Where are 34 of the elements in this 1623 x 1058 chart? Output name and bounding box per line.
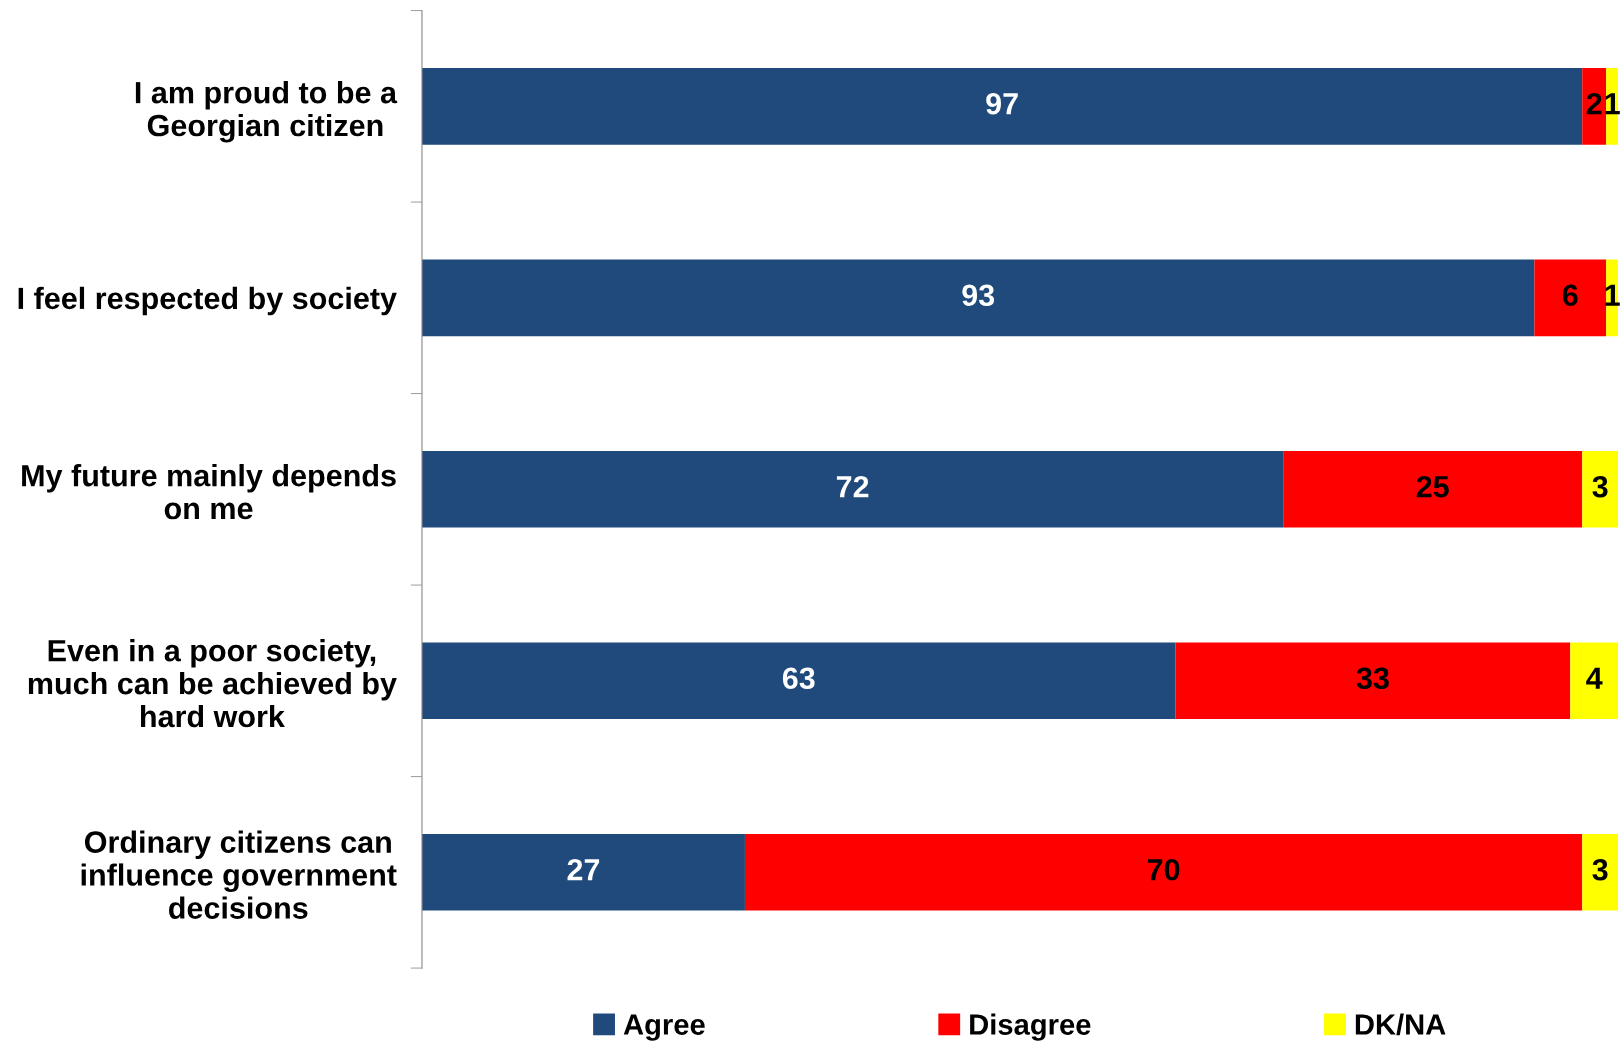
bar bbox=[1582, 451, 1619, 528]
bar bbox=[421, 259, 1535, 337]
data-label: 97 bbox=[986, 92, 1018, 115]
data-label: 3 bbox=[1592, 858, 1608, 881]
data-label: 27 bbox=[567, 858, 600, 881]
legend-label: Agree bbox=[623, 1014, 705, 1041]
data-label: 6 bbox=[1562, 284, 1578, 307]
data-label: 63 bbox=[782, 667, 815, 690]
bar bbox=[744, 834, 1583, 911]
bar bbox=[1582, 68, 1607, 145]
bar bbox=[1175, 642, 1571, 720]
bar bbox=[421, 68, 1583, 145]
data-label: 4 bbox=[1586, 667, 1603, 689]
data-label: 70 bbox=[1147, 858, 1180, 881]
bar bbox=[421, 451, 1284, 528]
y-tick-label: My future mainly depends on me bbox=[22, 464, 396, 520]
y-tick-label: I feel respected by society bbox=[18, 286, 397, 316]
bar bbox=[1582, 834, 1619, 911]
data-label: 33 bbox=[1356, 667, 1389, 690]
data-label: 25 bbox=[1416, 475, 1449, 498]
data-label: 72 bbox=[836, 475, 869, 498]
y-tick-label: Even in a poor society, much can be achieved by hard work bbox=[28, 639, 397, 728]
data-label: 93 bbox=[962, 284, 995, 307]
y-tick-label: I am proud to be a Georgian citizen bbox=[135, 81, 398, 143]
bar bbox=[1283, 451, 1583, 528]
data-label: 3 bbox=[1592, 475, 1608, 498]
bar bbox=[421, 834, 745, 911]
legend-label: Disagree bbox=[970, 1013, 1091, 1041]
legend-label: DK/NA bbox=[1355, 1013, 1446, 1036]
bar bbox=[1570, 642, 1619, 720]
bar bbox=[1534, 259, 1607, 337]
data-label: 2 bbox=[1586, 92, 1602, 115]
bar bbox=[421, 642, 1176, 720]
y-tick-label: Ordinary citizens can influence government decisions bbox=[81, 830, 397, 919]
